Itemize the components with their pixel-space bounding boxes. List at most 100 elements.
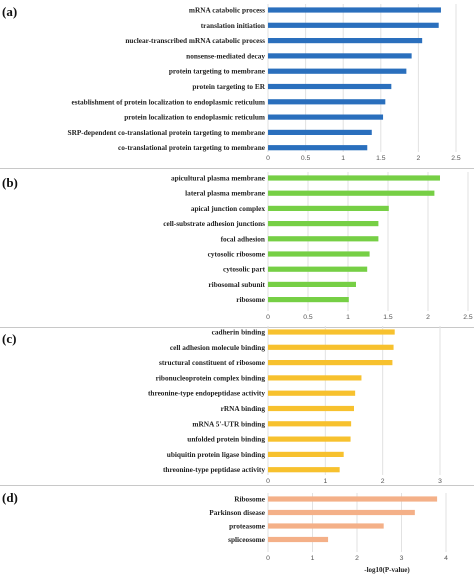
bar: [268, 421, 352, 427]
bar: [268, 496, 438, 502]
tick-label: 2: [417, 155, 421, 162]
category-label: lateral plasma membrane: [185, 189, 266, 198]
category-label: nuclear-transcribed mRNA catabolic proce…: [125, 36, 265, 45]
bar-chart-svg: mRNA catabolic process translation initia…: [68, 4, 461, 162]
tick-label: 2: [426, 314, 430, 321]
bar: [268, 536, 329, 543]
chart-panel-2: (b) apicultural plasma membrane lateral pl…: [0, 170, 474, 327]
panel-divider: [0, 168, 474, 169]
bar: [268, 221, 379, 227]
category-label: protein targeting to ER: [192, 82, 265, 91]
category-label: SRP-dependent co-translational protein t…: [68, 128, 266, 137]
tick-label: 1: [341, 155, 345, 162]
category-label: threonine-type endopeptidase activity: [148, 389, 265, 398]
bar-chart-svg: apicultural plasma membrane lateral plasm…: [163, 172, 473, 321]
category-label: structural constituent of ribosome: [159, 358, 266, 367]
bar: [268, 375, 362, 381]
bar: [268, 523, 384, 529]
panel-label: (a): [2, 4, 18, 19]
chart-panel-3: (c) cadherin binding cell adhesion molecul…: [0, 326, 474, 485]
bar: [268, 360, 393, 366]
category-label: apicultural plasma membrane: [171, 174, 266, 183]
bar: [268, 281, 356, 287]
category-label: threonine-type peptidase activity: [163, 465, 265, 474]
category-label: cytosolic ribosome: [208, 250, 266, 259]
bar: [268, 344, 394, 350]
category-label: protein localization to endoplasmic reti…: [124, 113, 265, 122]
bar: [268, 129, 372, 135]
category-label: Ribosome: [234, 495, 266, 504]
bar: [268, 99, 386, 105]
category-label: mRNA 5'-UTR binding: [192, 419, 265, 428]
tick-label: 1.5: [383, 314, 393, 321]
tick-label: 2.5: [463, 314, 473, 321]
category-label: ubiquitin protein ligase binding: [167, 450, 266, 459]
category-label: mRNA catabolic process: [189, 6, 265, 15]
tick-label: 2: [381, 478, 385, 485]
tick-label: 0: [266, 555, 270, 562]
tick-label: 1: [311, 555, 315, 562]
category-label: establishment of protein localization to…: [72, 97, 266, 106]
chart-panel-4: (d) Ribosome Parkinson disease proteasome sp…: [0, 487, 474, 578]
bar: [268, 451, 344, 457]
category-label: cell adhesion molecule binding: [170, 343, 265, 352]
bar: [268, 22, 439, 28]
panel-label: (c): [2, 331, 17, 346]
tick-label: 1: [323, 478, 327, 485]
category-label: ribosome: [236, 295, 266, 304]
tick-label: 3: [438, 478, 442, 485]
bar: [268, 145, 368, 151]
tick-label: 3: [400, 555, 404, 562]
tick-label: 1.5: [376, 155, 386, 162]
bar: [268, 38, 423, 44]
bar: [268, 329, 395, 335]
bar: [268, 68, 407, 74]
category-label: ribosomal subunit: [208, 280, 265, 289]
category-label: translation initiation: [201, 21, 265, 30]
bar: [268, 7, 441, 13]
category-label: cytosolic part: [223, 265, 266, 274]
bar: [268, 467, 340, 473]
bar: [268, 266, 368, 272]
category-label: unfolded protein binding: [187, 435, 265, 444]
bar: [268, 297, 349, 303]
category-label: rRNA binding: [221, 404, 266, 413]
bar: [268, 205, 389, 211]
category-label: spliceosome: [228, 535, 266, 544]
category-label: cell-substrate adhesion junctions: [163, 219, 265, 228]
category-label: protein targeting to membrane: [169, 67, 266, 76]
tick-label: 0.5: [303, 314, 313, 321]
category-label: ribonucleoprotein complex binding: [156, 373, 266, 382]
bar: [268, 114, 384, 120]
bar: [268, 83, 392, 90]
category-label: co-translational protein targeting to me…: [118, 143, 266, 152]
tick-label: 0: [266, 155, 270, 162]
category-label: apical junction complex: [191, 204, 266, 213]
tick-label: 0: [266, 314, 270, 321]
bar: [268, 405, 354, 412]
tick-label: 1: [346, 314, 350, 321]
tick-label: 2: [355, 555, 359, 562]
panel-divider: [0, 327, 474, 328]
category-label: focal adhesion: [221, 234, 265, 243]
tick-label: 0: [266, 478, 270, 485]
bar: [268, 436, 351, 442]
tick-label: 0.5: [301, 155, 311, 162]
bar: [268, 53, 412, 59]
bar: [268, 509, 415, 516]
bar-chart-svg: cadherin binding cell adhesion molecule b…: [148, 326, 442, 485]
category-label: proteasome: [229, 522, 266, 531]
category-label: Parkinson disease: [209, 508, 266, 517]
category-label: nonsense-mediated decay: [186, 51, 265, 60]
chart-panel-1: (a) mRNA catabolic process translation ini…: [0, 0, 474, 168]
bar: [268, 390, 356, 396]
bar: [268, 236, 379, 242]
panel-divider: [0, 485, 474, 486]
bar: [268, 190, 435, 196]
x-axis-label: -log10(P-value): [364, 566, 410, 574]
panel-label: (d): [2, 490, 18, 505]
tick-label: 2.5: [451, 155, 461, 162]
bar-chart-svg: Ribosome Parkinson disease proteasome splic…: [209, 493, 448, 574]
panel-label: (b): [2, 175, 18, 190]
tick-label: 4: [444, 555, 448, 562]
